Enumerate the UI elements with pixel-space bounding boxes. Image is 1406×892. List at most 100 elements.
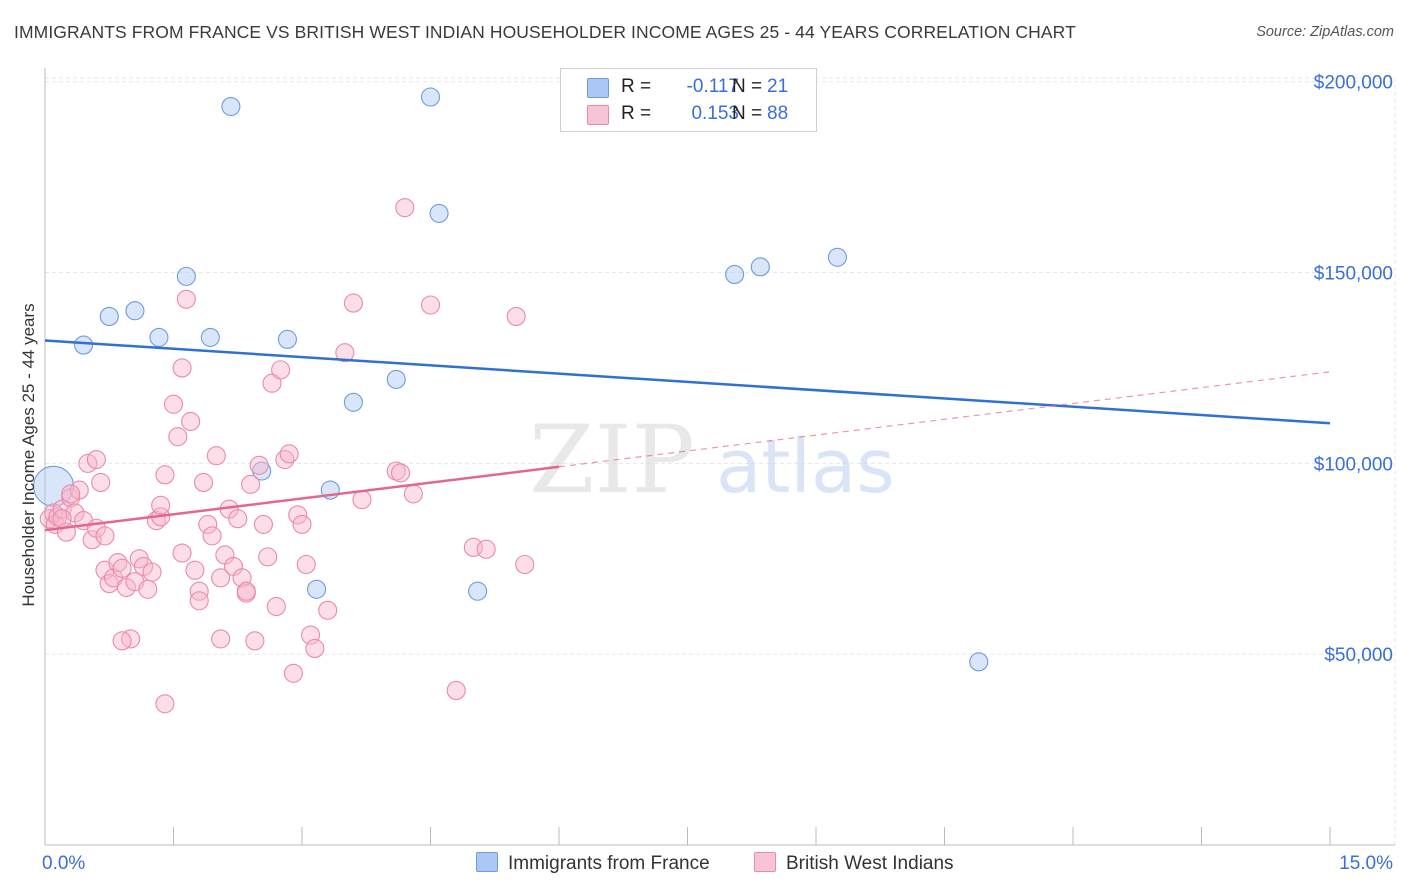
x-tick-label: 15.0% bbox=[1339, 853, 1393, 874]
watermark: ZIP atlas bbox=[529, 406, 895, 515]
bwi-trend-line bbox=[44, 465, 560, 532]
france-point bbox=[125, 301, 145, 321]
france-point bbox=[200, 327, 220, 347]
bwi-point bbox=[228, 509, 248, 529]
bwi-point bbox=[168, 427, 188, 447]
bottom-legend-label-france: Immigrants from France bbox=[508, 853, 710, 874]
bwi-point bbox=[245, 631, 265, 651]
france-point bbox=[827, 247, 847, 267]
bwi-point bbox=[258, 547, 278, 567]
france-point bbox=[420, 87, 441, 107]
bwi-point bbox=[211, 568, 231, 588]
y-tick-label: $50,000 bbox=[1324, 645, 1393, 666]
source-label: Source: ZipAtlas.com bbox=[1256, 24, 1394, 40]
y-axis-title: Householder Income Ages 25 - 44 years bbox=[19, 303, 38, 606]
watermark-atlas: atlas bbox=[716, 424, 895, 510]
y-tick-label: $100,000 bbox=[1314, 454, 1393, 475]
bottom-legend-france: Immigrants from France bbox=[476, 852, 710, 875]
france-point bbox=[74, 335, 94, 355]
bwi-point bbox=[249, 455, 269, 475]
x-tick-label: 0.0% bbox=[42, 853, 85, 874]
bwi-point bbox=[271, 360, 291, 380]
france-point bbox=[725, 264, 745, 285]
bwi-point bbox=[138, 579, 158, 599]
legend-r-label: R = bbox=[621, 103, 652, 124]
bwi-point bbox=[181, 411, 201, 431]
france-point bbox=[307, 579, 327, 599]
bwi-point bbox=[82, 530, 102, 550]
y-tick-label: $200,000 bbox=[1314, 73, 1393, 94]
bwi-point bbox=[112, 558, 132, 578]
bwi-point bbox=[253, 514, 274, 534]
bwi-point bbox=[198, 514, 218, 534]
bottom-legend-swatch-pink bbox=[754, 852, 776, 872]
france-point bbox=[176, 266, 196, 286]
bwi-point bbox=[206, 446, 226, 466]
bwi-point bbox=[163, 394, 184, 414]
bwi-point bbox=[266, 596, 286, 617]
bwi-point bbox=[506, 306, 526, 326]
points-layer bbox=[33, 87, 989, 714]
bwi-point bbox=[155, 465, 175, 485]
bwi-point bbox=[176, 289, 196, 309]
legend-n-value: 21 bbox=[767, 76, 789, 97]
bwi-point bbox=[288, 505, 308, 525]
bwi-point bbox=[403, 484, 423, 504]
legend-swatch-blue bbox=[587, 78, 609, 98]
bwi-point bbox=[283, 663, 303, 683]
bwi-point bbox=[279, 444, 299, 464]
bwi-point bbox=[52, 509, 72, 529]
bwi-point bbox=[172, 543, 192, 563]
labels-layer: $50,000 $100,000 $150,000 $200,000 0.0% 15.0%… bbox=[19, 73, 1393, 874]
bwi-point bbox=[211, 629, 231, 649]
legend-swatch-pink bbox=[587, 105, 609, 125]
bwi-point bbox=[318, 600, 338, 620]
bwi-point bbox=[420, 295, 441, 315]
france-point bbox=[969, 652, 989, 672]
axes-layer bbox=[44, 68, 1395, 846]
france-point bbox=[750, 257, 770, 277]
france-point bbox=[468, 581, 488, 601]
france-trend-line bbox=[44, 339, 1331, 425]
legend-n-label: N = bbox=[732, 103, 763, 124]
france-point bbox=[343, 392, 363, 412]
bwi-point bbox=[155, 694, 175, 714]
legend-n-label: N = bbox=[732, 76, 763, 97]
bwi-point bbox=[296, 554, 316, 575]
france-point bbox=[277, 329, 297, 349]
france-point bbox=[221, 96, 241, 117]
chart-title: IMMIGRANTS FROM FRANCE VS BRITISH WEST I… bbox=[14, 22, 1076, 42]
bwi-point bbox=[241, 474, 261, 494]
bwi-point bbox=[395, 198, 415, 218]
watermark-zip: ZIP bbox=[529, 406, 695, 515]
france-point bbox=[429, 203, 449, 223]
bwi-point bbox=[446, 680, 466, 700]
bwi-point bbox=[112, 631, 132, 651]
bwi-point bbox=[86, 450, 106, 470]
bwi-trend-extension bbox=[558, 371, 1331, 468]
bwi-point bbox=[61, 484, 81, 504]
correlation-legend: R = -0.117 N = 21 R = 0.153 N = 88 bbox=[560, 68, 817, 132]
bwi-point bbox=[292, 514, 312, 534]
bwi-point bbox=[172, 358, 192, 378]
france-point bbox=[386, 369, 406, 389]
y-tick-label: $150,000 bbox=[1314, 264, 1393, 285]
bwi-point bbox=[95, 526, 115, 546]
bwi-point bbox=[343, 293, 363, 313]
trend-layer bbox=[44, 339, 1331, 532]
legend-r-value: 0.153 bbox=[691, 103, 739, 124]
bwi-point bbox=[142, 562, 162, 582]
legend-r-value: -0.117 bbox=[686, 76, 739, 97]
bwi-point bbox=[390, 463, 411, 483]
bwi-point bbox=[352, 490, 372, 510]
bwi-point bbox=[151, 495, 171, 515]
bwi-point bbox=[189, 591, 209, 611]
bwi-point bbox=[335, 343, 355, 363]
bwi-point bbox=[185, 560, 205, 580]
bottom-legend-bwi: British West Indians bbox=[754, 852, 954, 875]
bwi-point bbox=[193, 472, 214, 492]
france-point bbox=[99, 306, 119, 326]
france-point bbox=[149, 327, 169, 347]
bwi-point bbox=[515, 554, 535, 575]
bwi-point bbox=[202, 526, 222, 546]
